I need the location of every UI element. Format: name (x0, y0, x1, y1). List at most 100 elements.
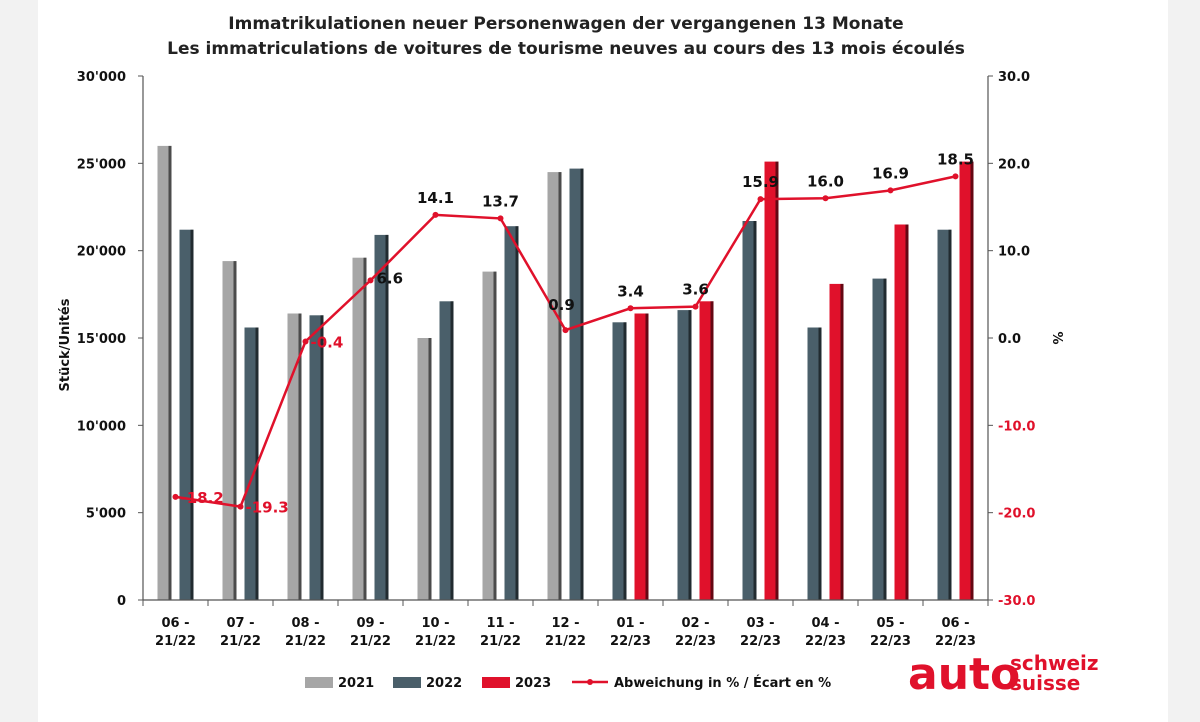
bar-2021-5 (482, 271, 497, 600)
bar-shadow-2022-7 (623, 322, 627, 600)
x-tick-label-3-line1: 09 - (356, 616, 384, 631)
x-tick-label-1-line1: 07 - (226, 616, 254, 631)
deviation-point-12 (952, 173, 959, 180)
deviation-point-2 (302, 338, 309, 345)
y-tick-label-4: 20'000 (77, 245, 126, 260)
axis-ticks-group: 0 5'000 10'000 15'000 20'000 25'000 30'000 -30.… (77, 70, 1036, 649)
bar-2021-1 (222, 261, 237, 600)
deviation-line-group (172, 173, 959, 510)
x-tick-label-10-line1: 04 - (811, 616, 839, 631)
deviation-point-8 (692, 303, 699, 310)
legend-label-2022: 2022 (426, 676, 462, 691)
bar-2022-10 (807, 327, 822, 600)
bar-2023-8 (699, 301, 714, 600)
x-tick-label-12-line1: 06 - (941, 616, 969, 631)
bar-2022-0 (179, 229, 194, 600)
deviation-point-5 (497, 215, 504, 222)
y2-tick-label-3: 0.0 (998, 332, 1021, 347)
y2-tick-label-1: -20.0 (998, 507, 1035, 522)
legend-label-line: Abweichung in % / Écart en % (614, 675, 831, 691)
y2-axis-label: % (1049, 331, 1064, 344)
bar-shadow-2023-9 (775, 161, 779, 600)
legend-swatch-2021 (305, 677, 333, 688)
bar-shadow-2021-4 (428, 338, 432, 600)
deviation-point-9 (757, 196, 764, 203)
x-tick-label-7-line1: 01 - (616, 616, 644, 631)
y2-tick-label-5: 20.0 (998, 157, 1030, 172)
x-tick-label-6-line2: 21/22 (545, 634, 586, 649)
bar-shadow-2021-6 (558, 172, 562, 600)
x-tick-label-11-line2: 22/23 (870, 634, 911, 649)
deviation-data-label-12: 18.5 (937, 150, 974, 168)
bar-shadow-2022-11 (883, 278, 887, 600)
x-tick-label-4-line1: 10 - (421, 616, 449, 631)
chart-background (38, 0, 1168, 722)
chart-subtitle: Les immatriculations de voitures de tour… (167, 39, 965, 59)
y-tick-label-5: 25'000 (77, 157, 126, 172)
y-axis-label: Stück/Unités (58, 298, 73, 391)
legend-swatch-2023 (482, 677, 510, 688)
bar-shadow-2022-5 (515, 226, 519, 600)
bar-shadow-2022-6 (580, 168, 584, 600)
bar-2022-8 (677, 310, 692, 600)
bar-2021-3 (352, 257, 367, 600)
bar-2022-4 (439, 301, 454, 600)
autoschweiz-logo: auto schweiz suisse (908, 649, 1099, 700)
bar-2022-7 (612, 322, 627, 600)
bar-2022-9 (742, 221, 757, 600)
deviation-data-label-7: 3.4 (617, 282, 644, 300)
deviation-data-label-8: 3.6 (682, 281, 709, 299)
y2-tick-label-2: -10.0 (998, 419, 1035, 434)
bar-shadow-2022-3 (385, 234, 389, 600)
y2-tick-label-0: -30.0 (998, 594, 1035, 609)
logo-main-text: auto (908, 649, 1020, 700)
bar-shadow-2023-10 (840, 283, 844, 600)
y-tick-label-1: 5'000 (86, 507, 126, 522)
deviation-point-3 (367, 277, 374, 284)
bar-2023-7 (634, 313, 649, 600)
deviation-data-label-5: 13.7 (482, 192, 519, 210)
legend-label-2023: 2023 (515, 676, 551, 691)
deviation-point-1 (237, 503, 244, 510)
deviation-point-11 (887, 187, 894, 194)
bar-shadow-2022-8 (688, 310, 692, 600)
x-tick-label-8-line1: 02 - (681, 616, 709, 631)
deviation-data-label-9: 15.9 (742, 173, 779, 191)
x-tick-label-5-line1: 11 - (486, 616, 514, 631)
legend-swatch-2022 (393, 677, 421, 688)
x-tick-label-9-line1: 03 - (746, 616, 774, 631)
legend-label-2021: 2021 (338, 676, 374, 691)
y2-tick-label-4: 10.0 (998, 245, 1030, 260)
deviation-data-label-1: -19.3 (246, 499, 289, 517)
deviation-point-10 (822, 195, 829, 202)
bar-shadow-2022-12 (948, 229, 952, 600)
x-tick-label-11-line1: 05 - (876, 616, 904, 631)
bar-2023-12 (959, 161, 974, 600)
bar-2023-9 (764, 161, 779, 600)
logo-line1-text: schweiz (1010, 651, 1099, 675)
deviation-point-7 (627, 305, 634, 312)
bar-shadow-2023-8 (710, 301, 714, 600)
bar-2022-6 (569, 168, 584, 600)
bars-group (157, 145, 974, 600)
y-tick-label-3: 15'000 (77, 332, 126, 347)
bar-2022-5 (504, 226, 519, 600)
bar-shadow-2021-2 (298, 313, 302, 600)
bar-2022-2 (309, 315, 324, 600)
x-tick-label-9-line2: 22/23 (740, 634, 781, 649)
bar-2023-10 (829, 283, 844, 600)
x-tick-label-4-line2: 21/22 (415, 634, 456, 649)
deviation-data-label-2: -0.4 (311, 334, 344, 352)
bar-2022-12 (937, 229, 952, 600)
bar-2021-6 (547, 172, 562, 600)
x-tick-label-8-line2: 22/23 (675, 634, 716, 649)
bar-shadow-2023-11 (905, 224, 909, 600)
bar-shadow-2023-7 (645, 313, 649, 600)
bar-2021-0 (157, 145, 172, 600)
bar-shadow-2022-2 (320, 315, 324, 600)
y-tick-label-2: 10'000 (77, 419, 126, 434)
x-tick-label-1-line2: 21/22 (220, 634, 261, 649)
deviation-data-label-3: 6.6 (377, 269, 404, 287)
x-tick-label-2-line1: 08 - (291, 616, 319, 631)
